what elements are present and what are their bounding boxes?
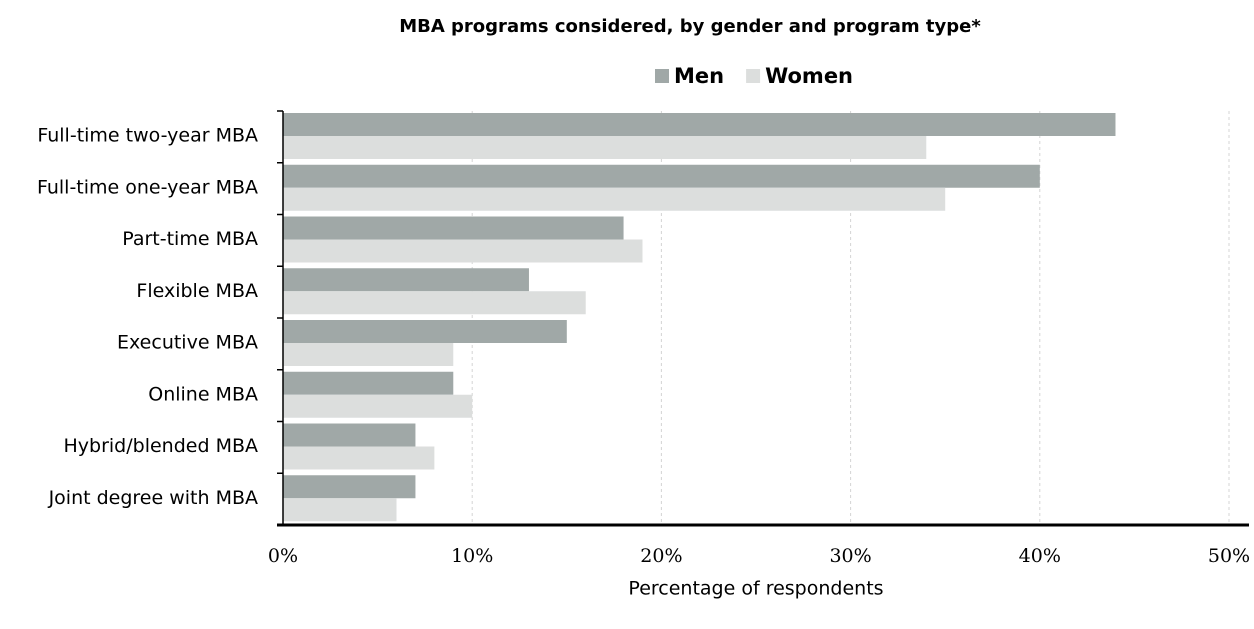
legend-label: Men — [674, 64, 724, 88]
bar — [283, 113, 1116, 136]
bar — [283, 216, 624, 240]
legend-swatch — [746, 69, 761, 83]
bar — [283, 498, 397, 522]
bar — [283, 187, 946, 211]
chart-title: MBA programs considered, by gender and p… — [399, 16, 981, 37]
y-tick-label: Joint degree with MBA — [48, 487, 258, 509]
bar — [283, 475, 416, 499]
y-tick-label: Part-time MBA — [122, 228, 258, 250]
x-axis-label: Percentage of respondents — [628, 578, 883, 600]
bar — [283, 423, 416, 447]
bar — [283, 446, 435, 470]
y-tick-label: Flexible MBA — [136, 280, 258, 302]
x-tick-label: 20% — [640, 545, 682, 567]
y-tick-label: Full-time one-year MBA — [37, 176, 258, 198]
legend-label: Women — [765, 64, 853, 88]
y-tick-label: Online MBA — [148, 383, 258, 405]
bar — [283, 268, 529, 292]
bar — [283, 164, 1040, 188]
y-tick-label: Hybrid/blended MBA — [64, 435, 259, 457]
x-tick-label: 0% — [268, 545, 298, 567]
bar — [283, 136, 927, 159]
bar — [283, 239, 643, 263]
bar — [283, 371, 454, 395]
legend-swatch — [655, 69, 669, 83]
x-tick-label: 30% — [829, 545, 871, 567]
x-tick-label: 10% — [451, 545, 493, 567]
y-tick-label: Full-time two-year MBA — [37, 125, 258, 147]
bar — [283, 343, 454, 366]
bar — [283, 291, 586, 315]
bar — [283, 394, 473, 418]
x-tick-label: 40% — [1019, 545, 1061, 567]
y-tick-label: Executive MBA — [117, 332, 258, 354]
x-tick-label: 50% — [1208, 545, 1250, 567]
bar — [283, 320, 567, 343]
